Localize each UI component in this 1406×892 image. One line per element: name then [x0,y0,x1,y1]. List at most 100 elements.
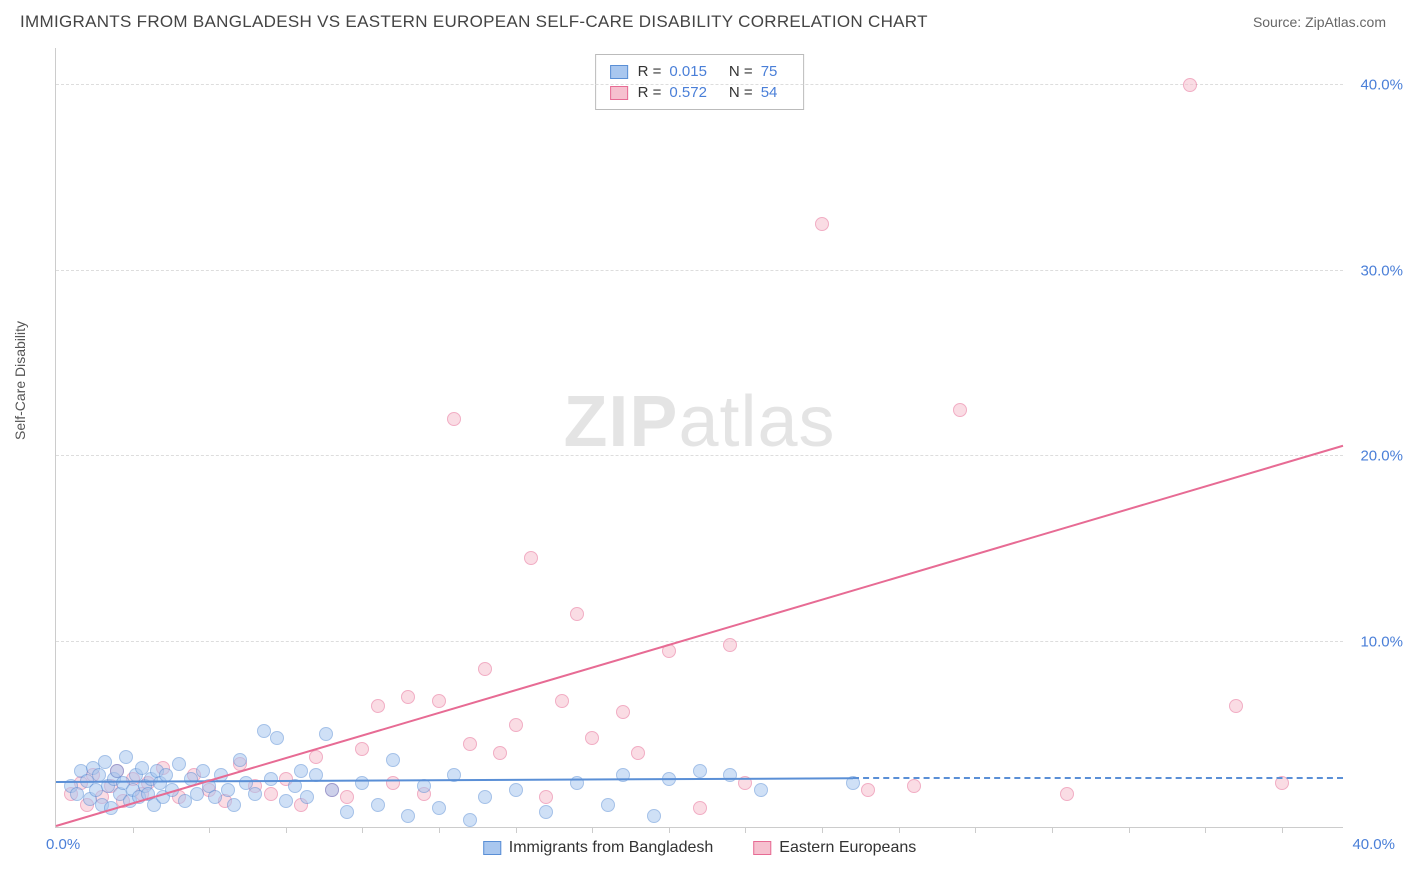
data-point [478,790,492,804]
data-point [294,764,308,778]
data-point [1229,699,1243,713]
data-point [1060,787,1074,801]
x-tick [592,827,593,833]
x-tick [745,827,746,833]
data-point [432,801,446,815]
data-point [98,755,112,769]
data-point [248,787,262,801]
x-tick [286,827,287,833]
x-max-label: 40.0% [1352,836,1395,853]
x-tick [1129,827,1130,833]
n-label-b: N = [729,84,753,101]
data-point [815,217,829,231]
gridline [56,641,1343,642]
swatch-series-a-icon [483,841,501,855]
correlation-legend: R = 0.015 N = 75 R = 0.572 N = 54 [595,54,805,110]
data-point [355,742,369,756]
data-point [340,805,354,819]
r-value-a: 0.015 [669,63,707,80]
x-tick [669,827,670,833]
data-point [539,805,553,819]
data-point [401,690,415,704]
x-tick [133,827,134,833]
y-tick-label: 10.0% [1360,633,1403,650]
x-tick [209,827,210,833]
data-point [432,694,446,708]
y-tick-label: 20.0% [1360,448,1403,465]
data-point [172,757,186,771]
r-label-a: R = [638,63,662,80]
r-label-b: R = [638,84,662,101]
data-point [447,412,461,426]
data-point [355,776,369,790]
chart-plot-area: ZIPatlas R = 0.015 N = 75 R = 0.572 N = … [55,48,1343,828]
legend-item-b: Eastern Europeans [753,839,916,857]
data-point [570,607,584,621]
data-point [478,662,492,676]
n-value-b: 54 [761,84,778,101]
data-point [616,705,630,719]
data-point [401,809,415,823]
chart-title: IMMIGRANTS FROM BANGLADESH VS EASTERN EU… [20,12,928,32]
data-point [509,783,523,797]
y-axis-label: Self-Care Disability [12,321,28,440]
swatch-series-b-icon [753,841,771,855]
data-point [386,776,400,790]
data-point [723,638,737,652]
legend-item-a: Immigrants from Bangladesh [483,839,714,857]
data-point [325,783,339,797]
series-legend: Immigrants from Bangladesh Eastern Europ… [483,839,917,857]
x-tick [362,827,363,833]
data-point [319,727,333,741]
data-point [196,764,210,778]
data-point [631,746,645,760]
data-point [463,737,477,751]
data-point [509,718,523,732]
data-point [754,783,768,797]
x-tick [1052,827,1053,833]
data-point [340,790,354,804]
data-point [693,801,707,815]
trend-line [853,777,1343,779]
data-point [585,731,599,745]
data-point [386,753,400,767]
y-tick-label: 40.0% [1360,77,1403,94]
x-tick [1282,827,1283,833]
data-point [493,746,507,760]
x-origin-label: 0.0% [46,836,80,853]
watermark-light: atlas [678,382,835,462]
data-point [907,779,921,793]
series-b-name: Eastern Europeans [779,839,916,857]
data-point [227,798,241,812]
data-point [371,699,385,713]
data-point [463,813,477,827]
x-tick [1205,827,1206,833]
data-point [270,731,284,745]
gridline [56,84,1343,85]
series-a-name: Immigrants from Bangladesh [509,839,714,857]
data-point [264,787,278,801]
data-point [1183,78,1197,92]
data-point [555,694,569,708]
watermark: ZIPatlas [563,381,835,463]
swatch-series-a [610,65,628,79]
x-tick [975,827,976,833]
data-point [647,809,661,823]
data-point [221,783,235,797]
data-point [300,790,314,804]
legend-row-b: R = 0.572 N = 54 [610,82,790,103]
y-tick-label: 30.0% [1360,262,1403,279]
watermark-bold: ZIP [563,382,678,462]
data-point [539,790,553,804]
r-value-b: 0.572 [669,84,707,101]
x-tick [439,827,440,833]
data-point [233,753,247,767]
data-point [693,764,707,778]
source-label: Source: ZipAtlas.com [1253,14,1386,30]
data-point [861,783,875,797]
data-point [119,750,133,764]
data-point [524,551,538,565]
x-tick [822,827,823,833]
gridline [56,455,1343,456]
data-point [309,750,323,764]
